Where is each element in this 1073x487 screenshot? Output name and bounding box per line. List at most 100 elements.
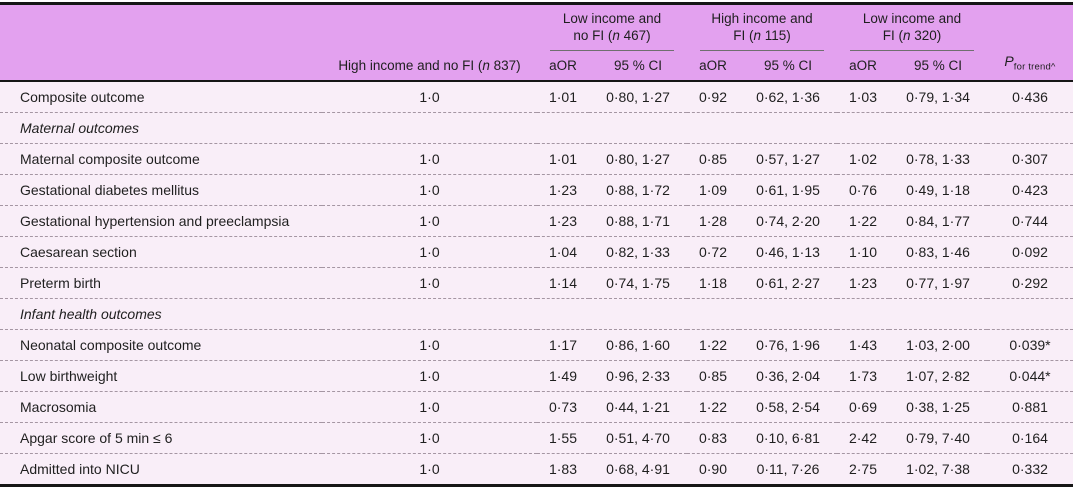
section-label: Infant health outcomes	[0, 297, 1073, 330]
g2-aor-cell: 1·18	[687, 266, 739, 299]
g2-ci-cell: 0·61, 2·27	[739, 266, 837, 299]
p-value-cell: 0·292	[987, 266, 1073, 299]
table-row-apgar-score: Apgar score of 5 min ≤ 6 1·0 1·55 0·51, …	[0, 421, 1073, 454]
p-value-cell: 0·307	[987, 142, 1073, 175]
g2-ci-cell: 0·61, 1·95	[739, 173, 837, 206]
outcome-label: Caesarean section	[0, 235, 322, 268]
g1-aor-cell: 1·55	[537, 421, 589, 454]
ref-aor-cell: 1·0	[322, 266, 537, 299]
ref-aor-cell: 1·0	[322, 328, 537, 361]
refcol-post: 837)	[489, 57, 521, 73]
p-value-cell: 0·092	[987, 235, 1073, 268]
table-row-neonatal-composite: Neonatal composite outcome 1·0 1·17 0·86…	[0, 328, 1073, 361]
ref-aor-cell: 1·0	[419, 88, 440, 105]
g3-ci-cell: 0·49, 1·18	[889, 173, 987, 206]
g2-ci-cell: 0·62, 1·36	[756, 88, 820, 105]
ref-aor-cell: 1·0	[322, 204, 537, 237]
g3-ci-cell: 0·79, 7·40	[889, 421, 987, 454]
g1-ci-cell: 0·68, 4·91	[589, 452, 687, 486]
outcome-label: Neonatal composite outcome	[0, 328, 322, 361]
g1-aor-cell: 1·04	[537, 235, 589, 268]
g3-aor-cell: 1·22	[837, 204, 889, 237]
group3-n: n	[902, 28, 911, 44]
group3-line2-pre: FI (	[882, 28, 903, 44]
group2-line1: High income and	[711, 11, 813, 26]
g3-aor-cell: 1·02	[837, 142, 889, 175]
g1-aor-cell: 1·49	[537, 359, 589, 392]
table-row-macrosomia: Macrosomia 1·0 0·73 0·44, 1·21 1·22 0·58…	[0, 390, 1073, 423]
g1-ci-cell: 0·44, 1·21	[589, 390, 687, 423]
g2-aor-cell: 0·72	[687, 235, 739, 268]
g3-aor-cell: 2·75	[837, 452, 889, 486]
group-header-spacer	[0, 4, 537, 51]
section-row-infant-health-outcomes: Infant health outcomes	[0, 297, 1073, 330]
group1-n: n	[612, 28, 620, 44]
g1-aor-cell: 1·83	[537, 452, 589, 486]
g2-aor-cell: 0·85	[687, 142, 739, 175]
g3-ci-cell: 0·83, 1·46	[889, 235, 987, 268]
g1-aor-cell: 1·01	[548, 88, 578, 105]
g2-aor-cell: 1·28	[687, 204, 739, 237]
g2-ci-cell: 0·58, 2·54	[739, 390, 837, 423]
g2-ci-cell: 0·74, 2·20	[739, 204, 837, 237]
g3-aor-cell: 0·76	[837, 173, 889, 206]
table-row-gestational-hypertension: Gestational hypertension and preeclampsi…	[0, 204, 1073, 237]
ref-aor-cell: 1·0	[322, 359, 537, 392]
p-value-cell: 0·044*	[987, 359, 1073, 392]
group1-line1: Low income and	[562, 11, 662, 26]
outcome-label: Apgar score of 5 min ≤ 6	[0, 421, 322, 454]
refcol-pre: High income and no FI (	[338, 57, 483, 73]
group-header-high-income-fi: High income and FI (n 115)	[687, 4, 837, 51]
reference-group-header: High income and no FI (n 837)	[322, 50, 537, 82]
table-row-admitted-nicu: Admitted into NICU 1·0 1·83 0·68, 4·91 0…	[0, 452, 1073, 486]
g1-ci-cell: 0·82, 1·33	[589, 235, 687, 268]
g3-ci-cell: 0·38, 1·25	[889, 390, 987, 423]
p-symbol: P	[1004, 52, 1014, 69]
p-value-cell: 0·436	[1012, 88, 1048, 105]
ref-aor-cell: 1·0	[322, 452, 537, 486]
ci-header-group1: 95 % CI	[589, 50, 687, 82]
g3-ci-cell: 1·03, 2·00	[889, 328, 987, 361]
p-value-cell: 0·164	[987, 421, 1073, 454]
aor-header-group1: aOR	[537, 50, 589, 82]
g1-aor-cell: 1·17	[537, 328, 589, 361]
group2-n: n	[753, 28, 761, 44]
g2-aor-cell: 1·09	[687, 173, 739, 206]
g1-ci-cell: 0·86, 1·60	[589, 328, 687, 361]
outcome-label: Low birthweight	[0, 359, 322, 392]
g2-ci-cell: 0·46, 1·13	[739, 235, 837, 268]
group3-line1: Low income and	[862, 11, 962, 26]
g1-ci-cell: 0·88, 1·71	[589, 204, 687, 237]
g3-aor-cell: 1·03	[848, 88, 878, 105]
g2-ci-cell: 0·57, 1·27	[739, 142, 837, 175]
g1-ci-cell: 0·88, 1·72	[589, 173, 687, 206]
outcome-label: Gestational hypertension and preeclampsi…	[0, 204, 322, 237]
section-label: Maternal outcomes	[0, 111, 1073, 144]
g2-aor-cell: 1·22	[687, 328, 739, 361]
g2-aor-cell: 1·22	[687, 390, 739, 423]
group-header-low-income-no-fi: Low income and no FI (n 467)	[537, 4, 687, 51]
g3-aor-cell: 2·42	[837, 421, 889, 454]
g3-ci-cell: 0·77, 1·97	[889, 266, 987, 299]
p-for-trend-header: Pfor trend^	[987, 50, 1073, 82]
table-row-maternal-composite: Maternal composite outcome 1·0 1·01 0·80…	[0, 142, 1073, 175]
group-header-row: Low income and no FI (n 467) High income…	[0, 4, 1073, 51]
refcol-n: n	[482, 57, 490, 73]
g2-ci-cell: 0·10, 6·81	[739, 421, 837, 454]
p-value-cell: 0·744	[987, 204, 1073, 237]
section-row-maternal-outcomes: Maternal outcomes	[0, 111, 1073, 144]
group3-line2-post: 320)	[910, 28, 942, 44]
g1-aor-cell: 0·73	[537, 390, 589, 423]
g3-ci-cell: 0·79, 1·34	[906, 88, 970, 105]
p-subscript: for trend^	[1013, 61, 1056, 73]
g3-ci-cell: 1·02, 7·38	[889, 452, 987, 486]
group1-line2-post: 467)	[619, 28, 651, 44]
table-body: Composite outcome 1·0 1·01 0·80, 1·27 0·…	[0, 81, 1073, 486]
g3-ci-cell: 1·07, 2·82	[889, 359, 987, 392]
g1-aor-cell: 1·01	[537, 142, 589, 175]
group2-line2-pre: FI (	[733, 28, 754, 44]
subheader-row: High income and no FI (n 837) aOR 95 % C…	[0, 50, 1073, 82]
table-row-gestational-diabetes: Gestational diabetes mellitus 1·0 1·23 0…	[0, 173, 1073, 206]
